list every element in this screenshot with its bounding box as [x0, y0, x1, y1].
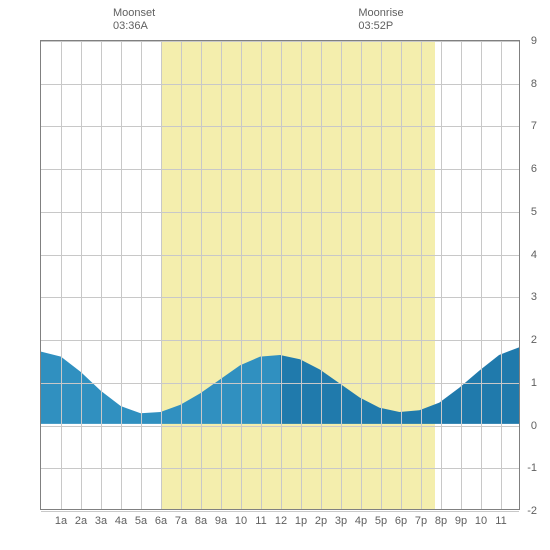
y-tick-label: 3 [531, 291, 537, 303]
grid-line-h [41, 84, 519, 85]
x-tick-label: 6a [155, 515, 167, 527]
x-tick-label: 9a [215, 515, 227, 527]
grid-line-v [201, 41, 202, 509]
tide-area-pm [280, 347, 519, 424]
grid-line-v [481, 41, 482, 509]
x-tick-label: 1p [295, 515, 307, 527]
moonset-label: Moonset [113, 7, 155, 20]
tide-chart: Moonset 03:36A Moonrise 03:52P 1a2a3a4a5… [40, 40, 520, 510]
grid-line-v [301, 41, 302, 509]
grid-line-v [401, 41, 402, 509]
x-tick-label: 1a [55, 515, 67, 527]
x-tick-label: 10 [475, 515, 487, 527]
grid-line-v [221, 41, 222, 509]
x-tick-label: 4a [115, 515, 127, 527]
moonrise-annotation: Moonrise 03:52P [358, 7, 403, 33]
x-tick-label: 3a [95, 515, 107, 527]
grid-line-h [41, 169, 519, 170]
x-tick-label: 2a [75, 515, 87, 527]
grid-line-h [41, 41, 519, 42]
grid-line-v [441, 41, 442, 509]
grid-line-h [41, 383, 519, 384]
y-tick-label: 9 [531, 35, 537, 47]
y-tick-label: -2 [527, 505, 537, 517]
moonset-time: 03:36A [113, 20, 155, 33]
grid-line-v [381, 41, 382, 509]
x-tick-label: 5a [135, 515, 147, 527]
x-tick-label: 12 [275, 515, 287, 527]
grid-line-v [141, 41, 142, 509]
x-tick-label: 4p [355, 515, 367, 527]
y-tick-label: 5 [531, 206, 537, 218]
x-tick-label: 11 [255, 515, 266, 527]
grid-line-h [41, 126, 519, 127]
x-tick-label: 7p [415, 515, 427, 527]
y-tick-label: 6 [531, 163, 537, 175]
x-tick-label: 7a [175, 515, 187, 527]
grid-line-h [41, 511, 519, 512]
moonset-annotation: Moonset 03:36A [113, 7, 155, 33]
grid-line-v [161, 41, 162, 509]
y-tick-label: 2 [531, 334, 537, 346]
grid-line-v [421, 41, 422, 509]
grid-line-h [41, 212, 519, 213]
moonrise-label: Moonrise [358, 7, 403, 20]
tide-area-svg [41, 41, 519, 509]
moonrise-time: 03:52P [358, 20, 403, 33]
grid-line-h [41, 468, 519, 469]
y-tick-label: 4 [531, 249, 537, 261]
y-tick-label: -1 [527, 462, 537, 474]
x-tick-label: 5p [375, 515, 387, 527]
grid-line-v [101, 41, 102, 509]
grid-line-v [341, 41, 342, 509]
x-tick-label: 6p [395, 515, 407, 527]
x-tick-label: 9p [455, 515, 467, 527]
x-tick-label: 8a [195, 515, 207, 527]
x-tick-label: 2p [315, 515, 327, 527]
grid-line-v [321, 41, 322, 509]
grid-line-v [501, 41, 502, 509]
grid-line-h [41, 255, 519, 256]
grid-line-h [41, 426, 519, 427]
y-tick-label: 8 [531, 78, 537, 90]
grid-line-v [241, 41, 242, 509]
grid-line-v [461, 41, 462, 509]
grid-line-h [41, 340, 519, 341]
y-tick-label: 0 [531, 420, 537, 432]
x-tick-label: 10 [235, 515, 247, 527]
grid-line-h [41, 297, 519, 298]
grid-line-v [81, 41, 82, 509]
grid-line-v [121, 41, 122, 509]
y-tick-label: 7 [531, 120, 537, 132]
grid-line-v [361, 41, 362, 509]
grid-line-v [181, 41, 182, 509]
grid-line-v [61, 41, 62, 509]
grid-line-v [261, 41, 262, 509]
grid-line-v [281, 41, 282, 509]
x-tick-label: 8p [435, 515, 447, 527]
x-tick-label: 3p [335, 515, 347, 527]
x-tick-label: 11 [495, 515, 506, 527]
y-tick-label: 1 [531, 377, 537, 389]
